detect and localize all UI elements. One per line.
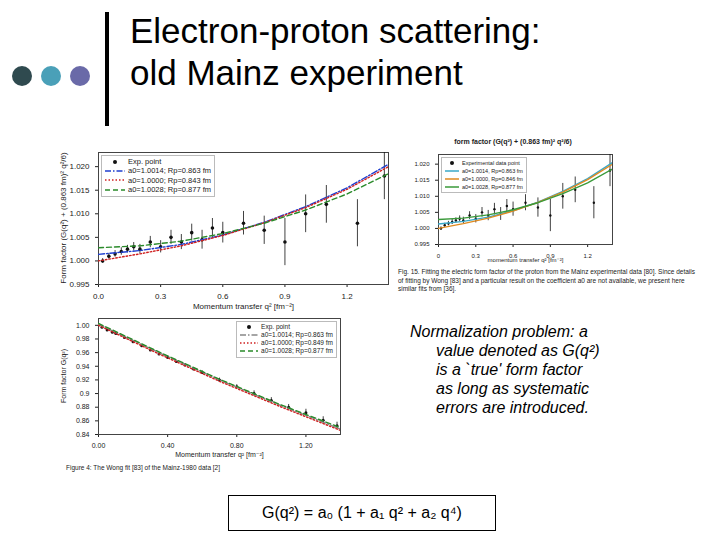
html-text:a0=1.0028, Rp=0.877 fm: a0=1.0028, Rp=0.877 fm <box>462 183 523 190</box>
svg-text:1.000: 1.000 <box>69 256 90 265</box>
html-text:Experimental data point: Experimental data point <box>462 159 520 166</box>
html-text:G(q²) = a₀ (1 + a₁ q² + a₂ q⁴): G(q²) = a₀ (1 + a₁ q² + a₂ q⁴) <box>262 504 462 521</box>
svg-text:0.3: 0.3 <box>472 253 481 259</box>
svg-text:0.6: 0.6 <box>217 292 229 301</box>
svg-text:0.92: 0.92 <box>76 376 90 383</box>
svg-text:0: 0 <box>437 253 441 259</box>
html-text:form factor (G(q²) + (0.863 fm: form factor (G(q²) + (0.863 fm)² q²/6) <box>454 138 572 145</box>
svg-text:1.000: 1.000 <box>414 225 430 231</box>
svg-text:0.94: 0.94 <box>76 363 90 370</box>
svg-text:0.88: 0.88 <box>76 403 90 410</box>
svg-text:1.015: 1.015 <box>69 186 90 195</box>
svg-text:1.20: 1.20 <box>299 442 313 449</box>
svg-text:1.005: 1.005 <box>69 233 90 242</box>
html-text:a0=1.0028; Rp=0.877 fm: a0=1.0028; Rp=0.877 fm <box>261 347 333 355</box>
svg-text:0.9: 0.9 <box>80 390 90 397</box>
svg-text:0.86: 0.86 <box>76 417 90 424</box>
svg-text:1.2: 1.2 <box>342 292 354 301</box>
svg-text:1.2: 1.2 <box>583 253 592 259</box>
svg-text:Momentum transfer q² [fm⁻²]: Momentum transfer q² [fm⁻²] <box>175 451 264 459</box>
svg-text:Momentum transfer q² [fm⁻²]: Momentum transfer q² [fm⁻²] <box>193 302 294 311</box>
html-text:Electron-proton scattering: ol: Electron-proton scattering: old Mainz ex… <box>130 11 541 92</box>
html-text:Form factor G(q²): Form factor G(q²) <box>59 349 67 403</box>
svg-text:1.020: 1.020 <box>414 161 430 167</box>
svg-text:0.00: 0.00 <box>92 442 106 449</box>
svg-text:1.005: 1.005 <box>414 209 430 215</box>
svg-text:0.9: 0.9 <box>279 292 291 301</box>
svg-text:0.0: 0.0 <box>93 292 105 301</box>
html-text:Fig. 15. Fitting the electric: Fig. 15. Fitting the electric form facto… <box>398 268 695 292</box>
svg-text:momentum transfer q² [fm⁻²]: momentum transfer q² [fm⁻²] <box>488 257 564 263</box>
html-text:a0=1.0028; Rp=0.877 fm: a0=1.0028; Rp=0.877 fm <box>128 185 211 195</box>
html-text:Form factor (G(q²) + (0.863 fm: Form factor (G(q²) + (0.863 fm)² q²/6) <box>58 152 68 284</box>
svg-text:1.010: 1.010 <box>69 209 90 218</box>
svg-text:0.96: 0.96 <box>76 349 90 356</box>
svg-text:1.020: 1.020 <box>69 162 90 171</box>
svg-text:0.80: 0.80 <box>230 442 244 449</box>
html-text:Normalization problem: a value: Normalization problem: a value denoted a… <box>410 323 600 416</box>
html-text:Exp. point: Exp. point <box>128 157 162 166</box>
svg-text:0.995: 0.995 <box>414 241 430 247</box>
html-text:a0=1.0000, Rp=0.846 fm: a0=1.0000, Rp=0.846 fm <box>462 175 523 182</box>
html-text:a0=1.0014; Rp=0.863 fm: a0=1.0014; Rp=0.863 fm <box>261 331 333 339</box>
svg-text:1.00: 1.00 <box>76 322 90 329</box>
svg-text:0.3: 0.3 <box>155 292 167 301</box>
html-text:a0=1.0014, Rp=0.863 fm: a0=1.0014, Rp=0.863 fm <box>462 167 523 174</box>
svg-text:0.995: 0.995 <box>69 280 90 289</box>
html-text:Figure 4: The Wong fit [83] of: Figure 4: The Wong fit [83] of the Mainz… <box>66 464 220 471</box>
html-text:a0=1.0000; Rp=0.849 fm: a0=1.0000; Rp=0.849 fm <box>261 339 333 347</box>
svg-text:0.98: 0.98 <box>76 335 90 342</box>
html-text:Exp. point: Exp. point <box>261 323 290 330</box>
svg-text:1.010: 1.010 <box>414 193 430 199</box>
svg-text:0.40: 0.40 <box>161 442 175 449</box>
svg-text:0.84: 0.84 <box>76 431 90 438</box>
html-text:a0=1.0000; Rp=0.843 fm: a0=1.0000; Rp=0.843 fm <box>128 175 211 185</box>
svg-text:1.015: 1.015 <box>414 177 430 183</box>
html-text:a0=1.0014; Rp=0.863 fm: a0=1.0014; Rp=0.863 fm <box>128 166 211 176</box>
